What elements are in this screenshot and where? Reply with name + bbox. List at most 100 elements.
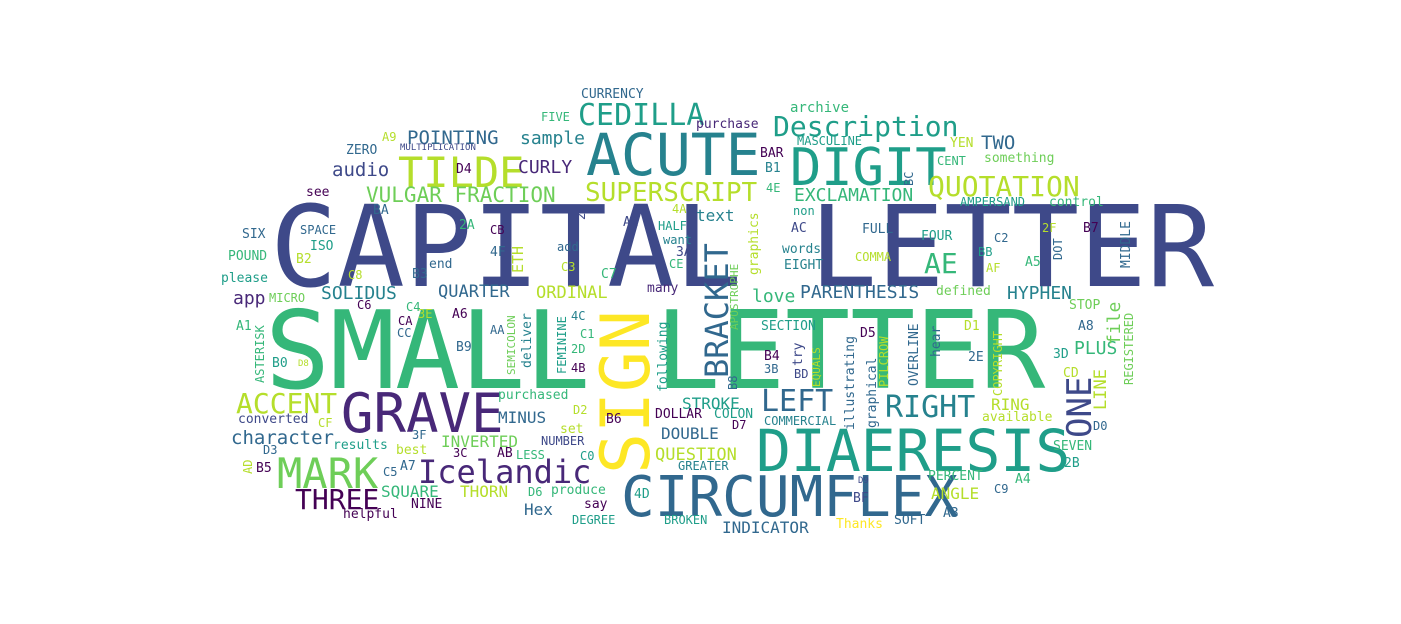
word-words: words (782, 242, 822, 257)
word-character: character (231, 427, 334, 449)
word-nine: NINE (411, 497, 443, 512)
word-greater: GREATER (678, 459, 729, 473)
word-c0: C0 (580, 449, 595, 463)
word-mark: MARK (277, 449, 379, 498)
word-eth: ETH (509, 245, 527, 273)
word-multiplication: MULTIPLICATION (400, 143, 476, 153)
word-helpful: helpful (343, 507, 398, 522)
word-iso: ISO (310, 239, 334, 254)
word-asterisk: ASTERISK (253, 325, 267, 383)
word-want: want (663, 233, 692, 247)
word-masculine: MASCULINE (797, 134, 863, 148)
word-4c: 4C (571, 309, 586, 323)
word-square: SQUARE (381, 482, 439, 501)
word-c8: C8 (348, 268, 363, 282)
word-circumflex: CIRCUMFLEX (621, 465, 959, 530)
word-percent: PERCENT (928, 469, 983, 484)
word-hear: hear (929, 325, 944, 357)
word-exclamation: EXCLAMATION (794, 185, 914, 206)
word-semicolon: SEMICOLON (505, 315, 518, 375)
word-af: AF (986, 261, 1001, 275)
word-produce: produce (551, 483, 606, 498)
word-best: best (396, 443, 428, 458)
word-line: LINE (1091, 369, 1111, 410)
word-stroke: STROKE (682, 394, 740, 413)
word-five: FIVE (541, 110, 570, 124)
word-sign: SIGN (587, 310, 666, 474)
word-cedilla: CEDILLA (578, 98, 705, 133)
word-colon: COLON (714, 407, 754, 422)
word-three: THREE (295, 483, 380, 516)
word-quotation: QUOTATION (928, 170, 1080, 203)
word-cd: CD (1063, 366, 1079, 381)
word-a8: A8 (1078, 319, 1094, 334)
word-overline: OVERLINE (907, 323, 922, 386)
word-audio: audio (332, 159, 390, 181)
word-soft: SOFT (894, 513, 926, 528)
word-question: QUESTION (655, 445, 737, 465)
word-c5: C5 (383, 465, 398, 479)
word-indicator: INDICATOR (722, 518, 809, 537)
word-d1: D1 (964, 319, 980, 334)
word-digit: DIGIT (790, 138, 947, 198)
word-converted: converted (238, 412, 309, 427)
word-3b: 3B (764, 362, 779, 376)
word-4f: 4F (490, 245, 506, 260)
word-diaeresis: DIAERESIS (756, 417, 1071, 485)
word-end: end (429, 257, 453, 272)
word-3f: 3F (412, 428, 427, 442)
word-a2: A2 (623, 215, 639, 230)
word-c7: C7 (601, 267, 617, 282)
word-3e: 3E (418, 307, 433, 321)
word-ac: AC (791, 221, 807, 236)
word-middle: MIDDLE (1119, 221, 1134, 268)
word-ba: BA (373, 203, 389, 218)
word-description: Description (773, 110, 959, 143)
word-vulgar-fraction: VULGAR FRACTION (366, 183, 556, 207)
word-say: say (584, 497, 608, 512)
word-number: NUMBER (541, 434, 585, 448)
word-apostrophe: APOSTROPHE (728, 263, 741, 330)
word-dollar: DOLLAR (655, 407, 702, 422)
word-d6: D6 (528, 485, 543, 499)
word-yen: YEN (950, 136, 974, 151)
word-available: available (982, 410, 1053, 425)
word-icelandic: Icelandic (418, 453, 592, 491)
word-d9: D9 (858, 476, 869, 486)
word-d0: D0 (1093, 419, 1108, 433)
word-four: FOUR (921, 229, 953, 244)
word-following: following (656, 321, 671, 392)
word-b3: B3 (412, 267, 428, 282)
word-2b: 2B (1064, 456, 1080, 471)
word-a7: A7 (400, 459, 416, 474)
word-d8: D8 (298, 359, 309, 369)
word-ae: AE (924, 247, 958, 280)
word-c1: C1 (580, 327, 595, 341)
word-try: try (791, 342, 806, 366)
word-graphics: graphics (747, 212, 762, 275)
word-b5: B5 (256, 461, 272, 476)
word-copyright: COPYRIGHT (991, 330, 1005, 396)
word-equals: EQUALS (810, 347, 823, 387)
word-ordinal: ORDINAL (536, 283, 608, 303)
word-b8: B8 (726, 375, 740, 390)
word-tilde: TILDE (398, 148, 525, 197)
word-3a: 3A (676, 245, 692, 260)
word-archive: archive (790, 100, 850, 116)
word-a5: A5 (1025, 255, 1041, 270)
word-pound: POUND (228, 249, 268, 264)
word-cb: CB (490, 223, 505, 237)
word-double: DOUBLE (661, 424, 719, 443)
word-3c: 3C (453, 446, 468, 460)
word-space: SPACE (300, 223, 337, 237)
word-3d: 3D (1053, 347, 1069, 362)
word-eight: EIGHT (784, 258, 824, 273)
word-a3: A3 (943, 506, 959, 521)
word-full: FULL (862, 222, 894, 237)
word-a1: A1 (236, 319, 252, 334)
word-b4: B4 (764, 349, 780, 364)
word-purchased: purchased (498, 388, 569, 403)
word-graphical: graphical (865, 357, 880, 428)
word-2d: 2D (571, 342, 586, 356)
